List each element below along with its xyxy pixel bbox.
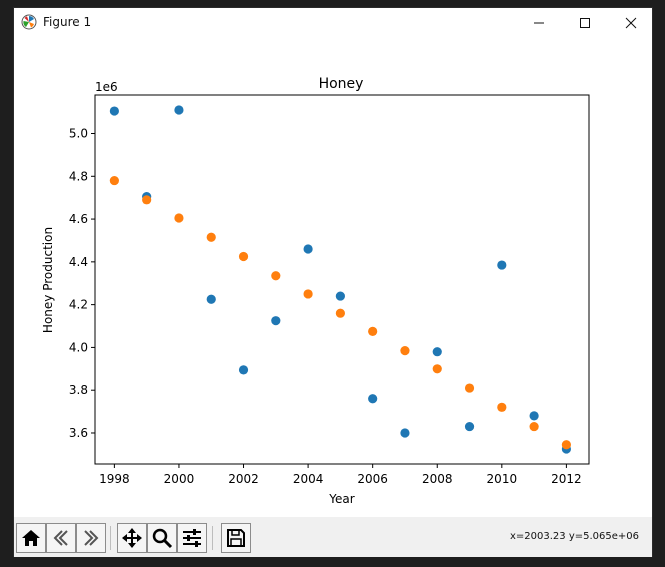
forward-button[interactable] bbox=[76, 523, 106, 553]
data-point-series-1 bbox=[497, 260, 507, 270]
y-axis: 3.6 3.8 4.0 4.2 4.4 4.6 4.8 5.0 bbox=[69, 127, 95, 440]
window-title: Figure 1 bbox=[43, 15, 92, 29]
toolbar-separator bbox=[110, 526, 111, 550]
data-point-series-1 bbox=[400, 428, 410, 438]
y-axis-label: Honey Production bbox=[41, 227, 55, 333]
data-point-series-1 bbox=[529, 411, 539, 421]
save-button[interactable] bbox=[221, 523, 251, 553]
data-point-series-2 bbox=[303, 289, 313, 299]
pan-button[interactable] bbox=[117, 523, 147, 553]
cursor-coordinates: x=2003.23 y=5.065e+06 bbox=[509, 531, 639, 542]
home-icon bbox=[22, 530, 40, 546]
plot-area-frame bbox=[94, 94, 590, 465]
toolbar-separator bbox=[212, 526, 213, 550]
x-tick-label: 2008 bbox=[422, 472, 453, 486]
x-tick-label: 2006 bbox=[357, 472, 388, 486]
data-point-series-2 bbox=[109, 175, 119, 186]
data-point-series-2 bbox=[497, 402, 507, 412]
data-point-series-1 bbox=[109, 106, 119, 116]
data-point-series-1 bbox=[174, 105, 184, 115]
y-tick-label: 5.0 bbox=[69, 127, 88, 141]
forward-arrow-icon bbox=[84, 530, 99, 546]
data-point-series-2 bbox=[206, 232, 216, 242]
data-point-series-1 bbox=[206, 294, 216, 304]
y-tick-label: 4.8 bbox=[69, 169, 88, 183]
y-offset-label: 1e6 bbox=[95, 80, 118, 94]
figure-canvas[interactable]: Honey 1e6 1998 2000 2002 2004 2006 2008 2010 20… bbox=[14, 38, 652, 517]
y-tick-label: 4.0 bbox=[69, 340, 88, 354]
title-bar[interactable]: Figure 1 bbox=[14, 8, 652, 38]
pan-arrows-icon bbox=[122, 528, 142, 548]
data-point-series-1 bbox=[238, 365, 249, 375]
x-axis-label: Year bbox=[328, 492, 354, 506]
y-tick-label: 3.6 bbox=[69, 426, 88, 440]
data-point-series-1 bbox=[432, 347, 442, 357]
data-point-series-2 bbox=[271, 271, 281, 281]
y-tick-label: 3.8 bbox=[69, 383, 88, 397]
close-button[interactable] bbox=[608, 8, 654, 38]
data-point-series-2 bbox=[142, 195, 152, 205]
zoom-button[interactable] bbox=[147, 523, 177, 553]
data-point-series-2 bbox=[464, 383, 475, 393]
configure-subplots-button[interactable] bbox=[177, 523, 207, 553]
close-icon bbox=[625, 17, 637, 29]
y-tick-label: 4.2 bbox=[69, 298, 88, 312]
data-point-series-2 bbox=[174, 213, 184, 223]
chart-title: Honey bbox=[319, 76, 364, 92]
floppy-disk-icon bbox=[227, 529, 245, 547]
x-tick-label: 2012 bbox=[551, 472, 582, 486]
x-tick-label: 2000 bbox=[164, 472, 195, 486]
data-point-series-1 bbox=[368, 394, 378, 404]
data-points bbox=[109, 105, 571, 454]
x-tick-label: 2010 bbox=[487, 472, 518, 486]
data-point-series-2 bbox=[561, 440, 571, 450]
scatter-chart: Honey 1e6 1998 2000 2002 2004 2006 2008 2010 20… bbox=[41, 76, 590, 506]
data-point-series-2 bbox=[529, 421, 539, 432]
x-tick-label: 2004 bbox=[293, 472, 324, 486]
x-tick-label: 1998 bbox=[99, 472, 130, 486]
data-point-series-2 bbox=[432, 364, 442, 374]
minimize-icon bbox=[534, 22, 544, 24]
back-button[interactable] bbox=[46, 523, 76, 553]
x-tick-label: 2002 bbox=[228, 472, 259, 486]
y-tick-label: 4.6 bbox=[69, 212, 88, 226]
back-arrow-icon bbox=[53, 530, 68, 546]
magnifier-icon bbox=[152, 528, 173, 549]
figure-window: Figure 1 Honey 1e6 1998 2000 2002 2004 2006 2… bbox=[13, 7, 653, 557]
minimize-button[interactable] bbox=[516, 8, 562, 38]
data-point-series-1 bbox=[464, 421, 475, 432]
data-point-series-2 bbox=[368, 326, 378, 336]
matplotlib-logo-icon bbox=[21, 14, 37, 30]
navigation-toolbar: x=2003.23 y=5.065e+06 bbox=[14, 517, 652, 557]
maximize-icon bbox=[580, 18, 590, 28]
y-tick-label: 4.4 bbox=[69, 255, 88, 269]
home-button[interactable] bbox=[16, 523, 46, 553]
sliders-icon bbox=[183, 529, 201, 547]
data-point-series-1 bbox=[271, 316, 281, 326]
data-point-series-2 bbox=[335, 308, 345, 318]
data-point-series-1 bbox=[335, 291, 345, 301]
maximize-button[interactable] bbox=[562, 8, 608, 38]
data-point-series-2 bbox=[400, 346, 410, 356]
data-point-series-1 bbox=[303, 244, 313, 254]
x-axis: 1998 2000 2002 2004 2006 2008 2010 2012 bbox=[99, 464, 582, 486]
data-point-series-2 bbox=[238, 251, 249, 262]
